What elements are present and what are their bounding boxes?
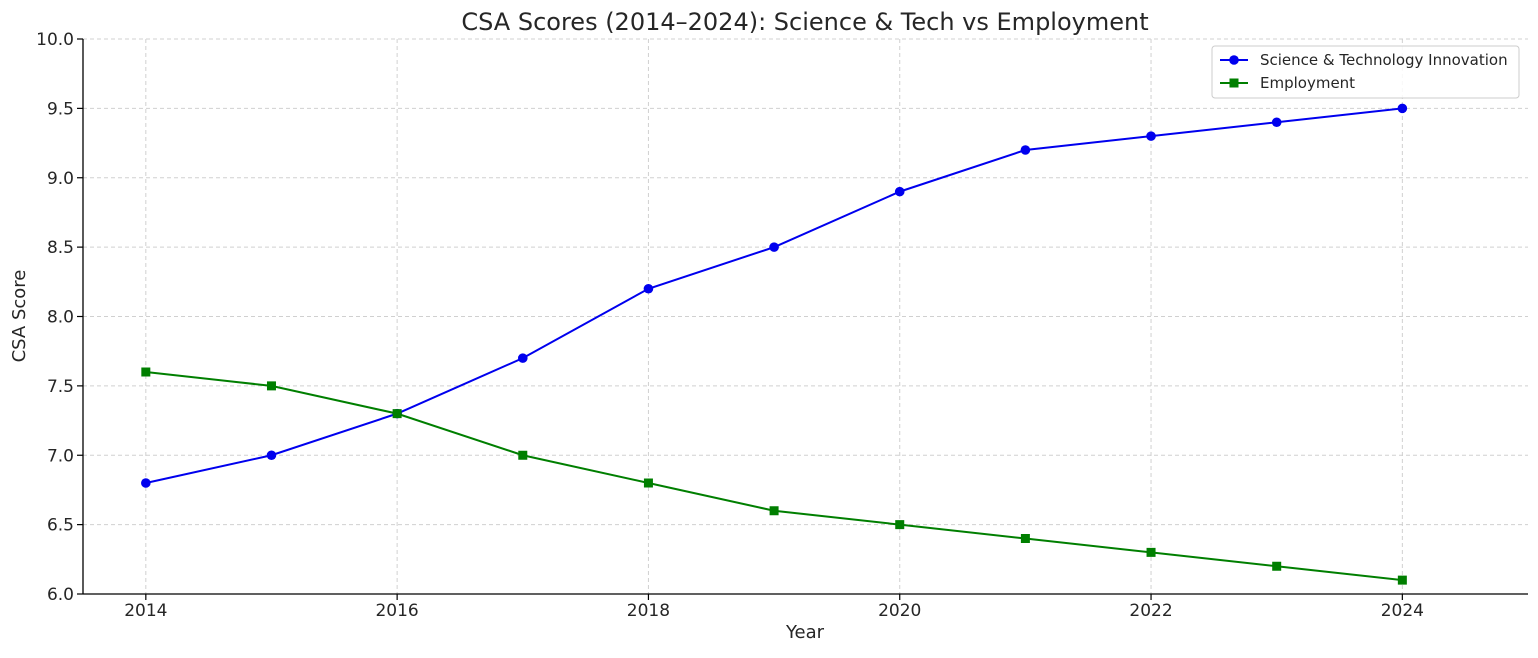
x-tick-label: 2020 [878,601,921,621]
x-tick-label: 2016 [375,601,418,621]
data-point-square [1146,547,1156,557]
data-point-circle [1397,103,1408,114]
y-axis-label: CSA Score [9,270,30,363]
y-tick-label: 9.0 [47,169,74,189]
chart-title: CSA Scores (2014–2024): Science & Tech v… [461,8,1148,36]
x-tick-label: 2018 [627,601,670,621]
data-point-circle [643,283,654,294]
data-point-circle [266,450,277,461]
series-line-employment [145,371,1403,582]
y-tick-label: 10.0 [36,30,74,50]
data-point-circle [1271,117,1282,128]
x-tick-label: 2014 [124,601,167,621]
series-line-science-technology-innovation [145,107,1403,484]
legend-label: Employment [1260,74,1355,92]
y-tick-label: 7.5 [47,377,74,397]
legend-item: Employment [1220,74,1355,92]
y-tick-label: 8.0 [47,308,74,328]
data-point-circle [769,242,779,252]
series-employment [141,367,1407,585]
legend: Science & Technology Innovation Employmen… [1211,45,1520,99]
data-point-square [895,520,905,530]
series-layer [141,103,1408,585]
legend-marker-square [1229,78,1239,88]
data-point-square [1397,575,1407,585]
legend-marker-circle [1229,55,1239,65]
data-point-circle [1146,131,1156,141]
data-point-square [392,409,402,419]
data-point-square [266,381,276,391]
data-point-square [141,367,151,377]
x-tick-label: 2022 [1129,601,1172,621]
data-point-circle [141,478,151,488]
data-point-square [643,478,653,488]
data-point-circle [517,353,528,363]
y-tick-label: 7.0 [47,446,74,466]
legend-item: Science & Technology Innovation [1220,51,1508,69]
grid-layer [83,38,1528,594]
y-tick-label: 6.0 [47,585,74,605]
legend-box [1211,45,1520,99]
data-point-square [1272,561,1282,571]
x-axis-label: Year [785,622,825,643]
data-point-circle [1020,145,1031,155]
x-tick-label: 2024 [1381,601,1424,621]
legend-items: Science & Technology Innovation Employmen… [1220,51,1508,92]
data-point-square [769,506,779,516]
data-point-circle [894,186,905,197]
series-science-technology-innovation [141,103,1408,488]
y-tick-label: 8.5 [47,238,74,258]
y-tick-label: 9.5 [47,99,74,119]
data-point-square [1020,534,1030,543]
legend-label: Science & Technology Innovation [1260,51,1508,69]
tick-layer: 6.0 6.5 7.0 7.5 8.0 8.5 9.0 9.5 10.0 2014 2016 2018… [36,30,1424,621]
y-tick-label: 6.5 [47,516,74,536]
data-point-square [518,450,528,460]
